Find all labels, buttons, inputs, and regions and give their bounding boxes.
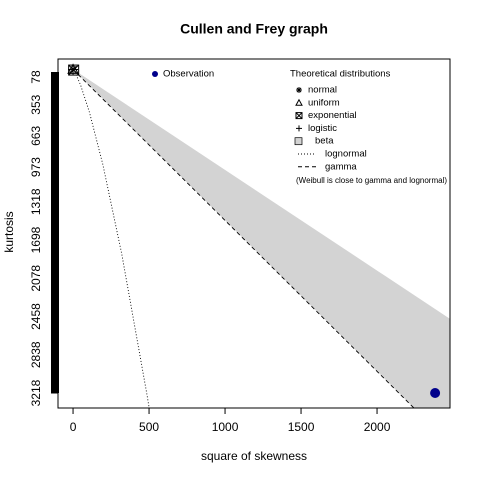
beta-region — [73, 69, 450, 408]
legend-label: beta — [315, 136, 334, 147]
y-tick-label: 1698 — [29, 226, 43, 253]
legend-label: uniform — [308, 97, 340, 108]
y-tick-label: 2078 — [29, 265, 43, 292]
marker-stroke — [295, 112, 303, 119]
legend-label: gamma — [325, 161, 357, 172]
y-tick-label: 2458 — [29, 303, 43, 330]
legend-label: exponential — [308, 110, 357, 121]
marker-plus — [296, 125, 302, 132]
marker-triangle — [295, 98, 303, 106]
marker-plus — [68, 64, 79, 75]
marker-shape — [295, 112, 303, 120]
observation-point — [430, 388, 441, 399]
marker-asterisk — [296, 87, 302, 93]
legend-label: logistic — [308, 123, 337, 134]
marker-shape — [295, 98, 303, 106]
legend-title: Theoretical distributions — [290, 69, 391, 80]
legend-beta-swatch — [294, 137, 303, 146]
legend-note: (Weibull is close to gamma and lognormal… — [296, 176, 447, 185]
y-tick-label: 973 — [29, 157, 43, 177]
y-tick-label: 353 — [29, 94, 43, 114]
x-tick-label: 2000 — [364, 420, 391, 434]
y-tick-label: 663 — [29, 126, 43, 146]
x-tick-label: 500 — [139, 420, 159, 434]
y-tick-label: 78 — [29, 70, 43, 84]
gamma-line — [72, 69, 415, 408]
legend-observation-marker — [152, 71, 158, 77]
x-tick-label: 0 — [70, 420, 77, 434]
chart-title: Cullen and Frey graph — [180, 21, 328, 37]
plot-frame — [57, 58, 451, 409]
x-tick-label: 1000 — [212, 420, 239, 434]
y-axis-label: kurtosis — [2, 211, 16, 252]
y-axis-bar — [51, 72, 59, 393]
legend-observation-label: Observation — [163, 69, 214, 80]
x-tick-label: 1500 — [288, 420, 315, 434]
legend-label: normal — [308, 85, 337, 96]
y-tick-label: 2838 — [29, 341, 43, 368]
marker-boxed-x — [295, 112, 303, 120]
plot-area — [67, 63, 450, 408]
x-axis-label: square of skewness — [201, 449, 307, 463]
y-tick-label: 1318 — [29, 188, 43, 215]
legend-label: lognormal — [325, 149, 367, 160]
marker-stroke — [296, 87, 302, 93]
y-tick-label: 3218 — [29, 379, 43, 406]
